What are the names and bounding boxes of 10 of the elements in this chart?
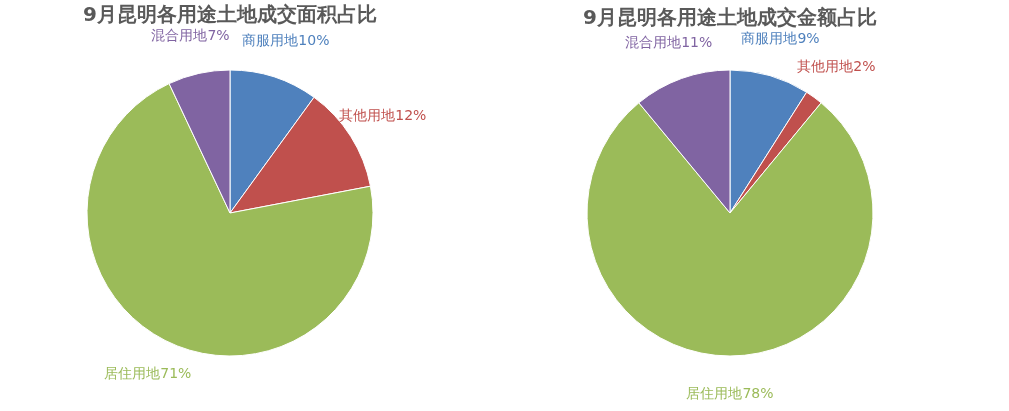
slice-label: 商服用地9%	[741, 30, 820, 47]
slice-label: 商服用地10%	[242, 31, 330, 48]
chart-title: 9月昆明各用途土地成交面积占比	[83, 2, 377, 27]
chart-title: 9月昆明各用途土地成交金额占比	[583, 5, 877, 30]
slice-label: 其他用地2%	[797, 57, 876, 74]
slice-label: 混合用地11%	[625, 33, 713, 50]
slice-label: 居住用地78%	[686, 385, 774, 401]
slice-label: 混合用地7%	[151, 27, 230, 44]
slice-label: 其他用地12%	[339, 107, 427, 124]
slice-label: 居住用地71%	[104, 365, 192, 382]
